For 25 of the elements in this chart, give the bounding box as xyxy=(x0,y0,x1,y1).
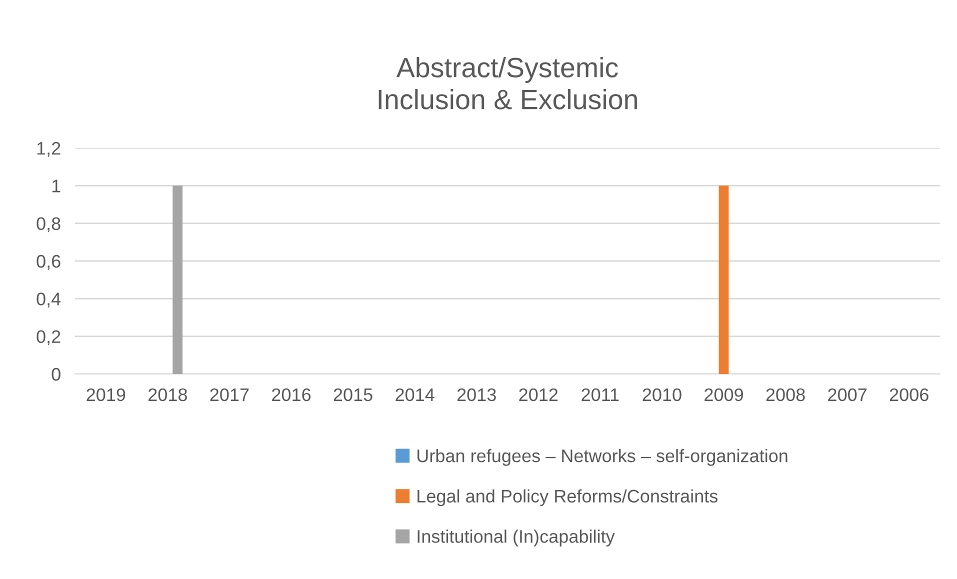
x-tick-label: 2006 xyxy=(890,388,928,402)
x-tick-label: 2009 xyxy=(704,388,743,402)
x-tick-label: 2010 xyxy=(642,388,682,402)
x-tick-label: 2012 xyxy=(519,388,558,402)
chart-title: Abstract/Systemic Inclusion & Exclusion xyxy=(378,57,637,110)
y-tick-label: 0,6 xyxy=(36,254,60,270)
y-tick-label: 0 xyxy=(52,368,60,381)
y-tick-label: 0,2 xyxy=(36,330,60,346)
legend-label: Urban refugees – Networks – self-organization xyxy=(418,449,788,466)
x-tick-label: 2014 xyxy=(396,388,434,402)
y-tick-label: 0,8 xyxy=(36,217,60,232)
y-tick-label: 0,4 xyxy=(36,292,61,308)
x-tick-label: 2017 xyxy=(210,388,249,402)
x-tick-label: 2018 xyxy=(148,388,187,402)
x-tick-label: 2011 xyxy=(582,388,619,402)
x-tick-label: 2007 xyxy=(828,388,866,402)
legend-label: Institutional (In)capability xyxy=(418,530,615,546)
x-tick-label: 2016 xyxy=(272,388,311,402)
x-tick-label: 2019 xyxy=(86,388,126,402)
y-tick-label: 1,2 xyxy=(37,142,60,157)
legend-label: Legal and Policy Reforms/Constraints xyxy=(418,489,718,506)
x-tick-label: 2008 xyxy=(766,388,805,402)
x-tick-label: 2013 xyxy=(457,388,496,402)
y-tick-label: 1 xyxy=(52,180,60,192)
x-tick-label: 2015 xyxy=(334,388,372,402)
